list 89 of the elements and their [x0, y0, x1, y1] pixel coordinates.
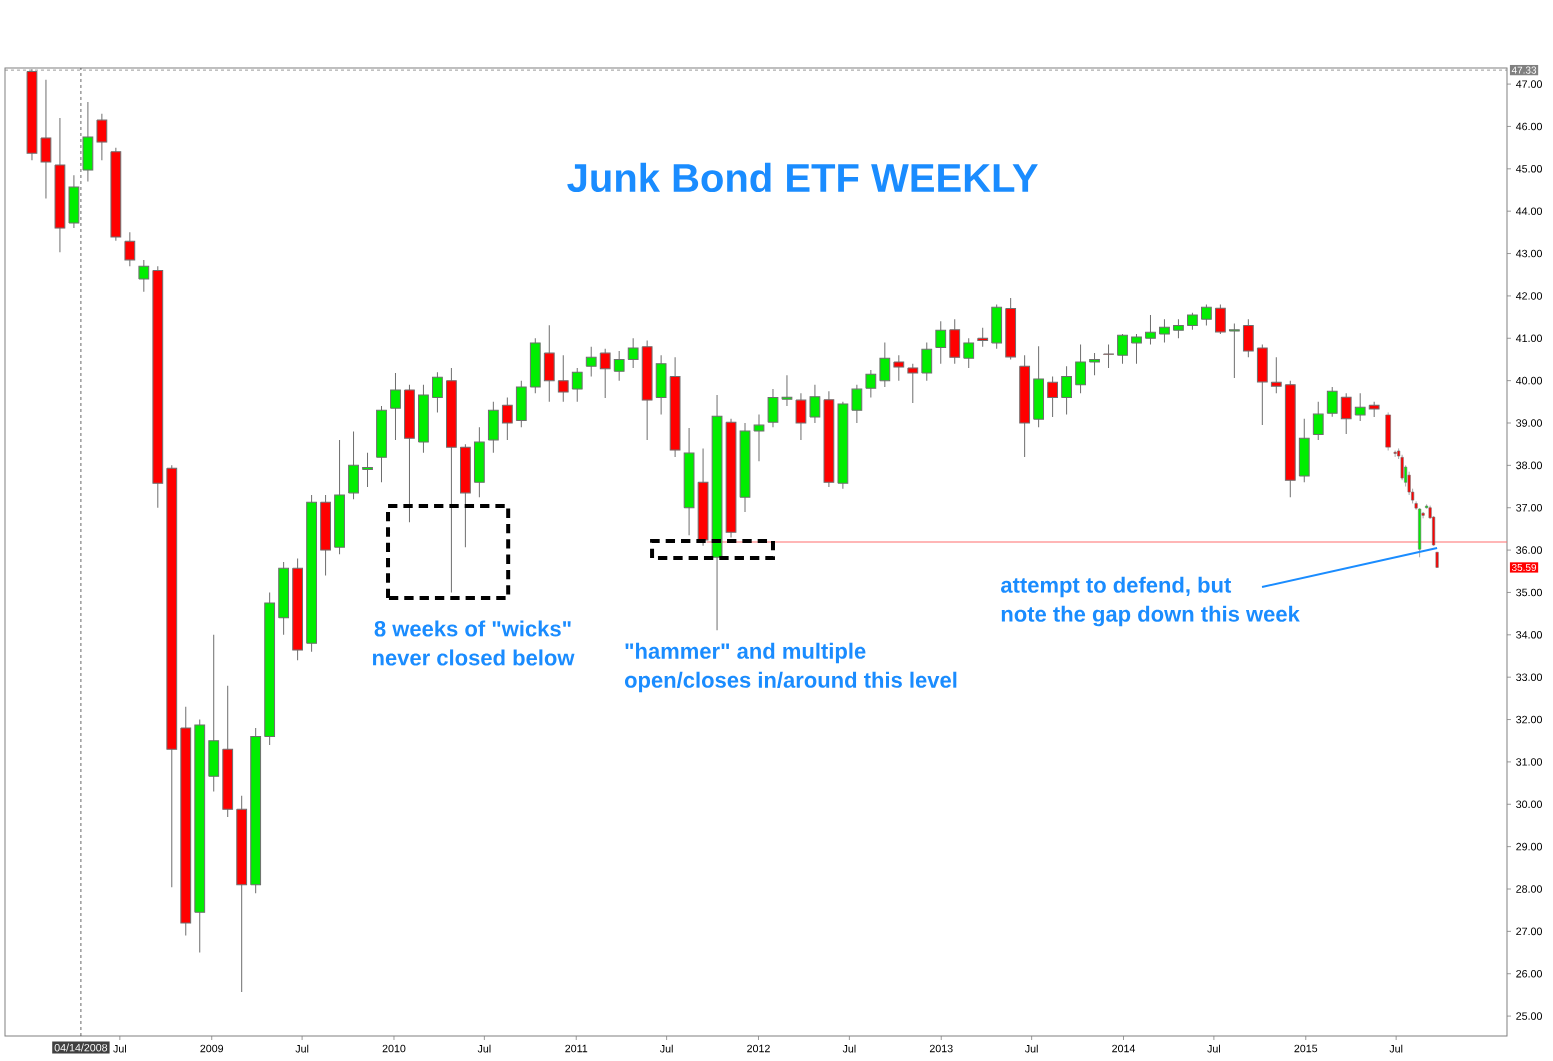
x-tick-label: Jul: [659, 1044, 673, 1053]
candlestick: [1145, 314, 1156, 346]
y-tick-label: 30.00: [1516, 800, 1542, 809]
y-tick-label: 25.00: [1516, 1012, 1542, 1020]
x-tick-label: 2011: [565, 1044, 588, 1053]
candlestick: [879, 342, 891, 388]
ref-line-label: 04/14/2008: [54, 1043, 108, 1052]
x-tick-label: Jul: [295, 1044, 309, 1053]
candlestick: [795, 392, 807, 441]
candlestick: [1173, 318, 1184, 339]
candlestick: [1075, 344, 1086, 394]
candlestick: [865, 369, 877, 399]
y-tick-label: 47.00: [1515, 80, 1542, 88]
x-tick-label: Jul: [477, 1044, 491, 1053]
y-tick-label: 36.00: [1516, 546, 1542, 554]
x-tick-label: Jul: [1024, 1044, 1038, 1053]
candlestick: [781, 374, 793, 407]
candlestick: [585, 346, 597, 377]
annotation: 8 weeks of "wicks" never closed below: [372, 620, 575, 666]
candlestick: [935, 320, 947, 365]
x-tick-label: Jul: [1207, 1044, 1220, 1053]
y-tick-label: 41.00: [1515, 334, 1542, 343]
y-tick-label: 35.00: [1516, 588, 1542, 597]
y-tick-label: 43.00: [1515, 249, 1542, 258]
candlestick: [138, 259, 150, 293]
y-tick-label: 45.00: [1515, 165, 1542, 173]
x-tick-label: 2012: [747, 1044, 770, 1053]
candlestick: [1089, 352, 1100, 376]
candlestick: [1159, 318, 1170, 344]
candlestick: [432, 371, 443, 413]
x-tick-label: 2010: [382, 1044, 406, 1053]
candlestick: [1228, 322, 1240, 379]
candlestick: [907, 363, 919, 404]
candlestick: [96, 113, 108, 161]
y-tick-label: 31.00: [1516, 758, 1542, 766]
candlestick: [362, 452, 373, 488]
candlestick: [124, 231, 136, 267]
x-tick-label: Jul: [842, 1044, 856, 1053]
x-tick-label: 2013: [929, 1044, 953, 1053]
y-tick-label: 40.00: [1515, 376, 1542, 385]
x-tick-label: 2014: [1112, 1044, 1136, 1053]
x-tick-label: Jul: [113, 1044, 126, 1053]
x-tick-label: 2015: [1294, 1044, 1318, 1053]
annotation: attempt to defend, but note the gap down this week: [1001, 576, 1300, 627]
candlestick: [893, 354, 905, 382]
candlestick: [571, 367, 583, 403]
candlestick: [1214, 303, 1226, 335]
y-tick-label: 27.00: [1516, 927, 1542, 936]
candlestick: [963, 337, 975, 369]
text: Junk Bond ETF WEEKLY: [567, 162, 1038, 193]
candlestick: [1103, 344, 1114, 369]
y-tick-label: 39.00: [1516, 419, 1542, 427]
candlestick: [1340, 392, 1352, 435]
candlestick: [1131, 333, 1142, 365]
y-tick-label: 33.00: [1516, 673, 1542, 681]
candlestick: [851, 384, 863, 424]
y-tick-label: 29.00: [1516, 842, 1542, 851]
candlestick: [1061, 365, 1072, 416]
candlestick: [557, 354, 569, 403]
annotation: 35.59: [1511, 563, 1537, 571]
candlestick: [501, 397, 513, 441]
candlestick: [1270, 356, 1282, 394]
y-tick-label: 28.00: [1516, 885, 1542, 893]
candlestick: [1117, 333, 1128, 365]
annotation: "hammer" and multiple open/closes in/around this level: [624, 642, 957, 693]
candlestick: [753, 414, 765, 462]
y-tick-label: 38.00: [1516, 461, 1542, 470]
candlestick: [613, 350, 625, 382]
ref-line-label: 47.33: [1511, 66, 1537, 74]
candlestick: [627, 337, 639, 369]
candlestick: [390, 372, 401, 441]
candlestick: [1047, 375, 1058, 418]
x-tick-label: Jul: [1389, 1044, 1403, 1053]
y-tick-label: 37.00: [1516, 503, 1542, 512]
y-tick-label: 42.00: [1515, 292, 1542, 300]
y-tick-label: 26.00: [1516, 969, 1542, 978]
candlestick: [1201, 303, 1212, 327]
candlestick: [809, 384, 821, 424]
candlestick: [977, 327, 989, 348]
candlestick: [1326, 386, 1338, 418]
candlestick: [599, 348, 611, 399]
y-tick-label: 34.00: [1516, 631, 1542, 639]
candlestick: [1354, 392, 1366, 422]
candlestick: [921, 342, 933, 382]
x-tick-label: 2009: [200, 1044, 224, 1053]
candlestick: [1312, 401, 1324, 441]
y-tick-label: 46.00: [1515, 122, 1542, 131]
y-tick-label: 44.00: [1515, 207, 1542, 215]
y-tick-label: 32.00: [1516, 715, 1542, 724]
